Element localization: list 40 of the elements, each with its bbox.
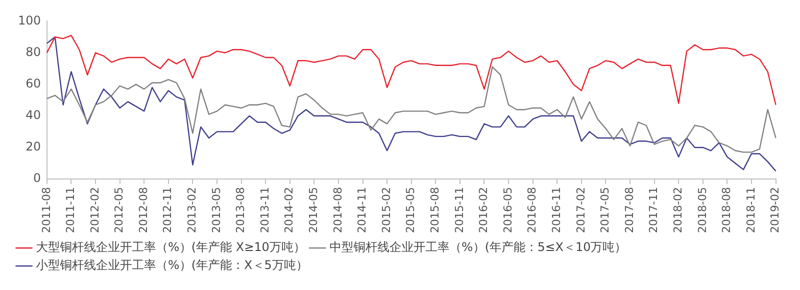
x-tick-label: 2017-11 bbox=[647, 187, 660, 234]
x-tick-label: 2017-02 bbox=[574, 187, 588, 234]
x-tick-label: 2014-02 bbox=[282, 187, 296, 234]
x-tick-label: 2016-11 bbox=[550, 187, 563, 234]
y-tick-label: 100 bbox=[18, 13, 41, 28]
x-tick-label: 2013-11 bbox=[258, 187, 272, 234]
x-tick-label: 2015-02 bbox=[380, 187, 393, 234]
x-tick-label: 2018-02 bbox=[671, 187, 684, 234]
x-tick-label: 2016-08 bbox=[526, 187, 539, 234]
y-tick-label: 80 bbox=[26, 44, 41, 59]
x-tick-label: 2011-08 bbox=[40, 187, 53, 234]
x-tick-label: 2015-08 bbox=[428, 187, 442, 234]
x-tick-label: 2015-11 bbox=[452, 187, 466, 234]
x-tick-label: 2012-05 bbox=[112, 187, 126, 234]
legend-label: 小型铜杆线企业开工率（%）(年产能：X＜5万吨） bbox=[36, 258, 308, 272]
x-tick-label: 2011-11 bbox=[64, 187, 78, 234]
x-tick-label: 2013-08 bbox=[234, 187, 248, 234]
x-tick-label: 2014-05 bbox=[307, 187, 320, 234]
x-tick-label: 2018-05 bbox=[696, 187, 709, 234]
x-tick-label: 2018-11 bbox=[744, 187, 758, 234]
x-tick-label: 2019-02 bbox=[768, 187, 782, 234]
x-tick-label: 2014-11 bbox=[356, 187, 369, 234]
x-tick-label: 2017-08 bbox=[622, 187, 636, 234]
y-tick-label: 40 bbox=[26, 108, 41, 122]
y-tick-label: 0 bbox=[33, 171, 41, 186]
x-tick-label: 2012-02 bbox=[88, 187, 102, 234]
x-tick-label: 2013-02 bbox=[186, 187, 199, 234]
x-tick-label: 2017-05 bbox=[598, 187, 612, 234]
x-tick-label: 2018-08 bbox=[720, 187, 734, 234]
x-tick-label: 2015-05 bbox=[404, 187, 418, 234]
x-tick-label: 2012-11 bbox=[161, 187, 174, 234]
x-tick-label: 2016-02 bbox=[477, 187, 490, 234]
x-tick-label: 2012-08 bbox=[136, 187, 150, 234]
y-tick-label: 60 bbox=[26, 76, 41, 90]
legend-label: 中型铜杆线企业开工率（%）(年产能：5≤X＜10万吨） bbox=[329, 240, 627, 254]
legend-label: 大型铜杆线企业开工率（%）(年产能 X≥10万吨） bbox=[36, 240, 306, 254]
x-tick-label: 2014-08 bbox=[331, 187, 344, 234]
x-tick-label: 2013-05 bbox=[210, 187, 223, 234]
y-tick-label: 20 bbox=[26, 140, 41, 154]
x-tick-label: 2016-05 bbox=[501, 187, 514, 234]
